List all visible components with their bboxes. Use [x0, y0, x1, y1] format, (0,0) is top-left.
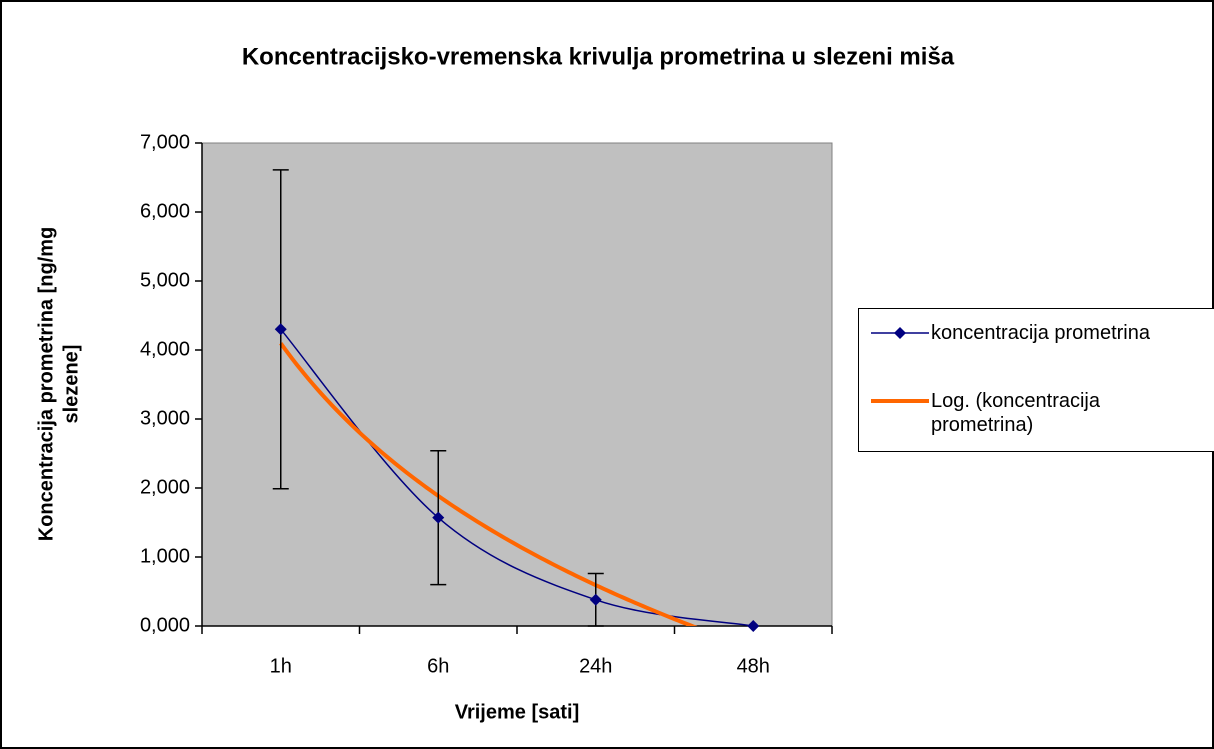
legend-item: koncentracija prometrina	[869, 321, 1201, 345]
x-tick-label: 6h	[427, 655, 449, 677]
y-tick-label: 1,000	[140, 545, 190, 567]
y-axis-label: slezene]	[60, 345, 82, 424]
y-tick-label: 6,000	[140, 200, 190, 222]
data-line	[280, 328, 754, 627]
legend-swatch	[871, 327, 929, 339]
x-axis-label: Vrijeme [sati]	[455, 701, 580, 723]
legend-swatch	[871, 399, 929, 403]
y-tick-label: 5,000	[140, 269, 190, 291]
data-point	[432, 511, 445, 524]
plot-area	[201, 142, 833, 627]
y-tick-label: 3,000	[140, 407, 190, 429]
y-tick-label: 0,000	[140, 614, 190, 636]
legend-item: Log. (koncentracija prometrina)	[869, 389, 1201, 437]
x-tick-label: 1h	[270, 655, 292, 677]
data-point	[589, 593, 602, 606]
x-tick-label: 48h	[737, 655, 770, 677]
legend-label: koncentracija prometrina	[931, 322, 1150, 344]
data-point	[747, 620, 760, 632]
x-tick-label: 24h	[579, 655, 612, 677]
y-tick-label: 4,000	[140, 338, 190, 360]
legend-label: Log. (koncentracija prometrina)	[931, 390, 1100, 436]
y-tick-label: 7,000	[140, 131, 190, 153]
chart-title: Koncentracijsko-vremenska krivulja prome…	[242, 43, 955, 70]
y-axis-label: Koncentracija prometrina [ng/mg	[35, 227, 57, 542]
data-point	[274, 323, 287, 336]
y-tick-label: 2,000	[140, 476, 190, 498]
trendline	[279, 342, 698, 626]
legend: koncentracija prometrina Log. (koncentra…	[858, 308, 1214, 452]
